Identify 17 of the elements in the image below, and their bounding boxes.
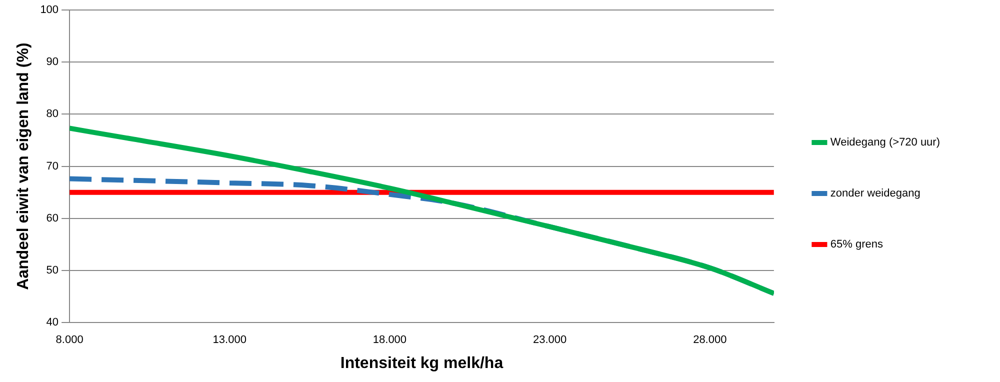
y-tick-label: 90 bbox=[46, 56, 59, 68]
y-tick-label: 80 bbox=[46, 108, 59, 120]
y-tick-label: 50 bbox=[46, 264, 59, 277]
y-axis-title: Aandeel eiwit van eigen land (%) bbox=[15, 42, 32, 290]
legend-label: Weidegang (>720 uur) bbox=[830, 136, 940, 149]
x-tick-label: 28.000 bbox=[693, 334, 727, 346]
legend-label: 65% grens bbox=[830, 238, 884, 251]
y-tick-label: 60 bbox=[46, 212, 59, 224]
y-tick-label: 40 bbox=[46, 316, 59, 329]
x-tick-label: 8.000 bbox=[56, 334, 84, 346]
x-axis-title: Intensiteit kg melk/ha bbox=[340, 354, 504, 372]
y-tick-label: 70 bbox=[46, 160, 59, 172]
legend-label: zonder weidegang bbox=[830, 188, 920, 200]
x-tick-label: 13.000 bbox=[212, 334, 246, 346]
y-tick-label: 100 bbox=[40, 4, 59, 16]
x-tick-label: 23.000 bbox=[532, 334, 567, 346]
x-tick-label: 18.000 bbox=[372, 334, 407, 346]
